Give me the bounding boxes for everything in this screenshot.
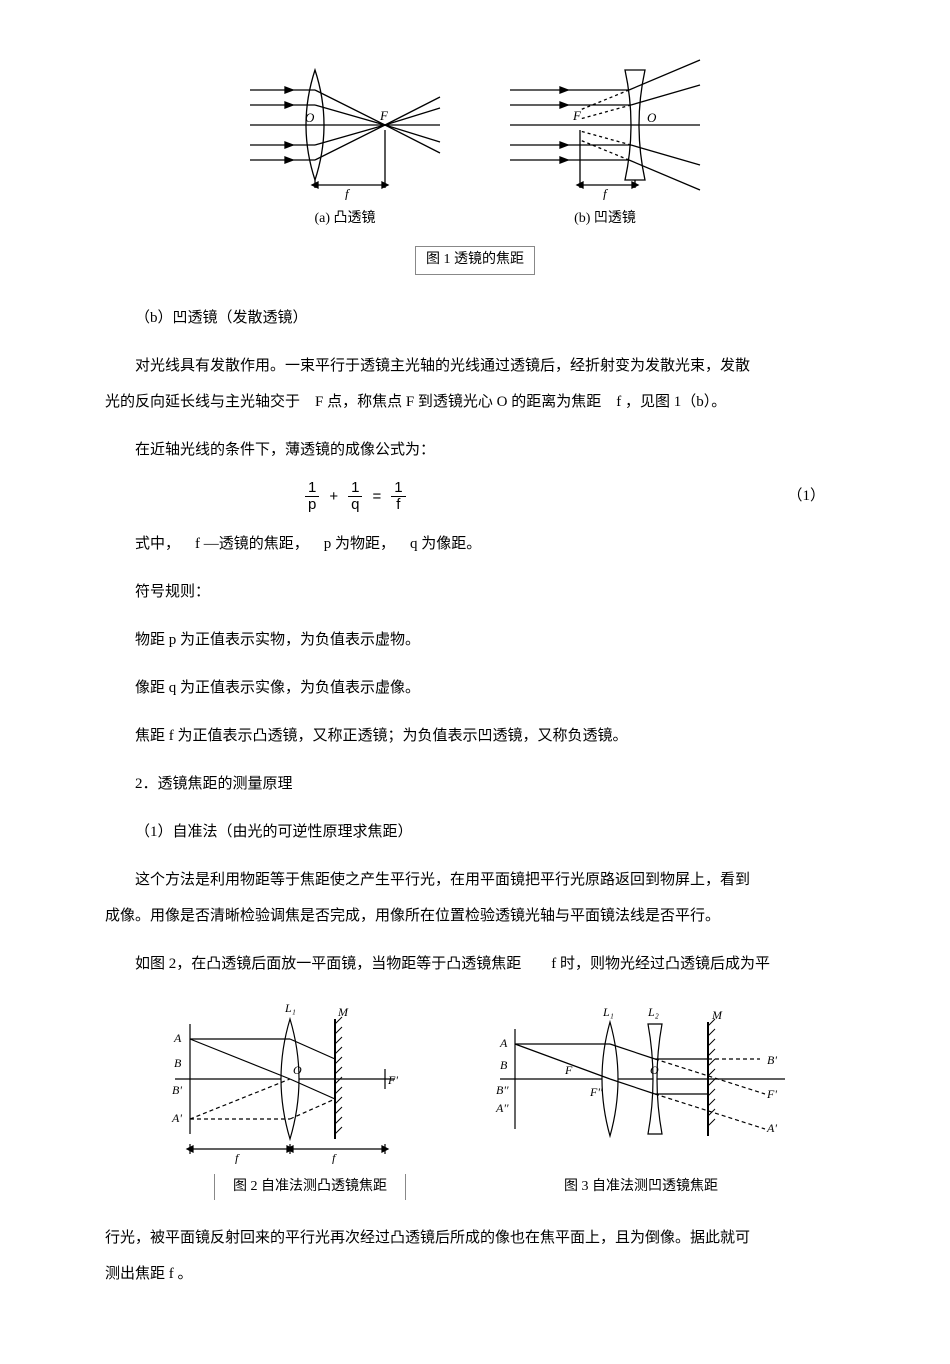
fig-2-3-captions: 图 2 自准法测凸透镜焦距 图 3 自准法测凹透镜焦距	[105, 1174, 845, 1200]
f2-Fp: F'	[387, 1073, 398, 1087]
para-15: 行光，被平面镜反射回来的平行光再次经过凸透镜后所成的像也在焦平面上，且为倒像。据…	[105, 1220, 845, 1256]
label-f: f	[603, 186, 609, 200]
fig2-diagram: L₁ M A B B' A' O F' f f	[160, 994, 410, 1164]
para-16: 测出焦距 f 。	[105, 1256, 845, 1292]
f3-B: B	[500, 1058, 508, 1072]
f3-F: F	[564, 1063, 573, 1077]
frac-d3: f	[393, 497, 403, 514]
frac-n2: 1	[348, 480, 362, 498]
para-3: 光的反向延长线与主光轴交于 F 点，称焦点 F 到透镜光心 O 的距离为焦距 f…	[105, 384, 845, 420]
frac-d2: q	[348, 497, 362, 514]
figure-1-row: O F f (a) 凸透镜	[105, 50, 845, 230]
para-11: （1）自准法（由光的可逆性原理求焦距）	[105, 814, 845, 850]
para-4: 在近轴光线的条件下，薄透镜的成像公式为：	[105, 432, 845, 468]
f3-M: M	[711, 1008, 723, 1022]
label-O: O	[647, 110, 657, 125]
para-10: 2．透镜焦距的测量原理	[105, 766, 845, 802]
label-F: F	[572, 108, 582, 123]
f3-App: A''	[495, 1101, 509, 1115]
f3-A: A	[499, 1036, 508, 1050]
f2-Bp: B'	[172, 1083, 182, 1097]
fig1-main-caption: 图 1 透镜的焦距	[415, 246, 535, 274]
para-2: 对光线具有发散作用。一束平行于透镜主光轴的光线通过透镜后，经折射变为发散光束，发…	[105, 348, 845, 384]
concave-lens-diagram: F O f	[505, 50, 705, 200]
f3-L1: L₁	[602, 1005, 614, 1019]
fig2-caption: 图 2 自准法测凸透镜焦距	[214, 1174, 406, 1200]
f2-f2: f	[332, 1151, 337, 1164]
figure-1a: O F f (a) 凸透镜	[245, 50, 445, 230]
label-F: F	[379, 108, 389, 123]
para-b-title: （b）凹透镜（发散透镜）	[105, 300, 845, 336]
f2-B: B	[174, 1056, 182, 1070]
f3-Fpp: F''	[589, 1085, 603, 1099]
f3-Fp: F'	[766, 1087, 777, 1101]
f3-O: O	[650, 1063, 659, 1077]
f3-Bpp: B''	[496, 1083, 509, 1097]
label-O: O	[305, 110, 315, 125]
fig1a-caption: (a) 凸透镜	[245, 208, 445, 230]
para-9: 焦距 f 为正值表示凸透镜，又称正透镜；为负值表示凹透镜，又称负透镜。	[105, 718, 845, 754]
op-plus: +	[329, 480, 338, 513]
f3-Bp: B'	[767, 1053, 777, 1067]
para-12: 这个方法是利用物距等于焦距使之产生平行光，在用平面镜把平行光原路返回到物屏上，看…	[105, 862, 845, 898]
f2-M: M	[337, 1005, 349, 1019]
fig3-caption: 图 3 自准法测凹透镜焦距	[546, 1174, 736, 1200]
label-f: f	[345, 186, 351, 200]
f3-Ap: A'	[766, 1121, 777, 1135]
frac-d1: p	[305, 497, 319, 514]
fig3-diagram: L₁ L₂ M A B B'' A'' F F'' O B' F' A'	[490, 994, 790, 1164]
f2-L1: L₁	[284, 1001, 296, 1015]
figure-2-3-row: L₁ M A B B' A' O F' f f	[105, 994, 845, 1164]
f2-A: A	[173, 1031, 182, 1045]
frac-n1: 1	[305, 480, 319, 498]
convex-lens-diagram: O F f	[245, 50, 445, 200]
formula-number: （1）	[787, 480, 845, 513]
formula-1: 1p + 1q = 1f （1）	[105, 480, 845, 514]
para-5: 式中， f —透镜的焦距， p 为物距， q 为像距。	[105, 526, 845, 562]
figure-1b: F O f (b) 凹透镜	[505, 50, 705, 230]
op-eq: =	[372, 480, 381, 513]
para-6: 符号规则：	[105, 574, 845, 610]
f2-O: O	[293, 1063, 302, 1077]
f2-Ap: A'	[171, 1111, 182, 1125]
para-13: 成像。用像是否清晰检验调焦是否完成，用像所在位置检验透镜光轴与平面镜法线是否平行…	[105, 898, 845, 934]
fig1b-caption: (b) 凹透镜	[505, 208, 705, 230]
para-7: 物距 p 为正值表示实物，为负值表示虚物。	[105, 622, 845, 658]
f3-L2: L₂	[647, 1005, 659, 1019]
para-14: 如图 2，在凸透镜后面放一平面镜，当物距等于凸透镜焦距 f 时，则物光经过凸透镜…	[105, 946, 845, 982]
para-8: 像距 q 为正值表示实像，为负值表示虚像。	[105, 670, 845, 706]
frac-n3: 1	[391, 480, 405, 498]
f2-f1: f	[235, 1151, 240, 1164]
